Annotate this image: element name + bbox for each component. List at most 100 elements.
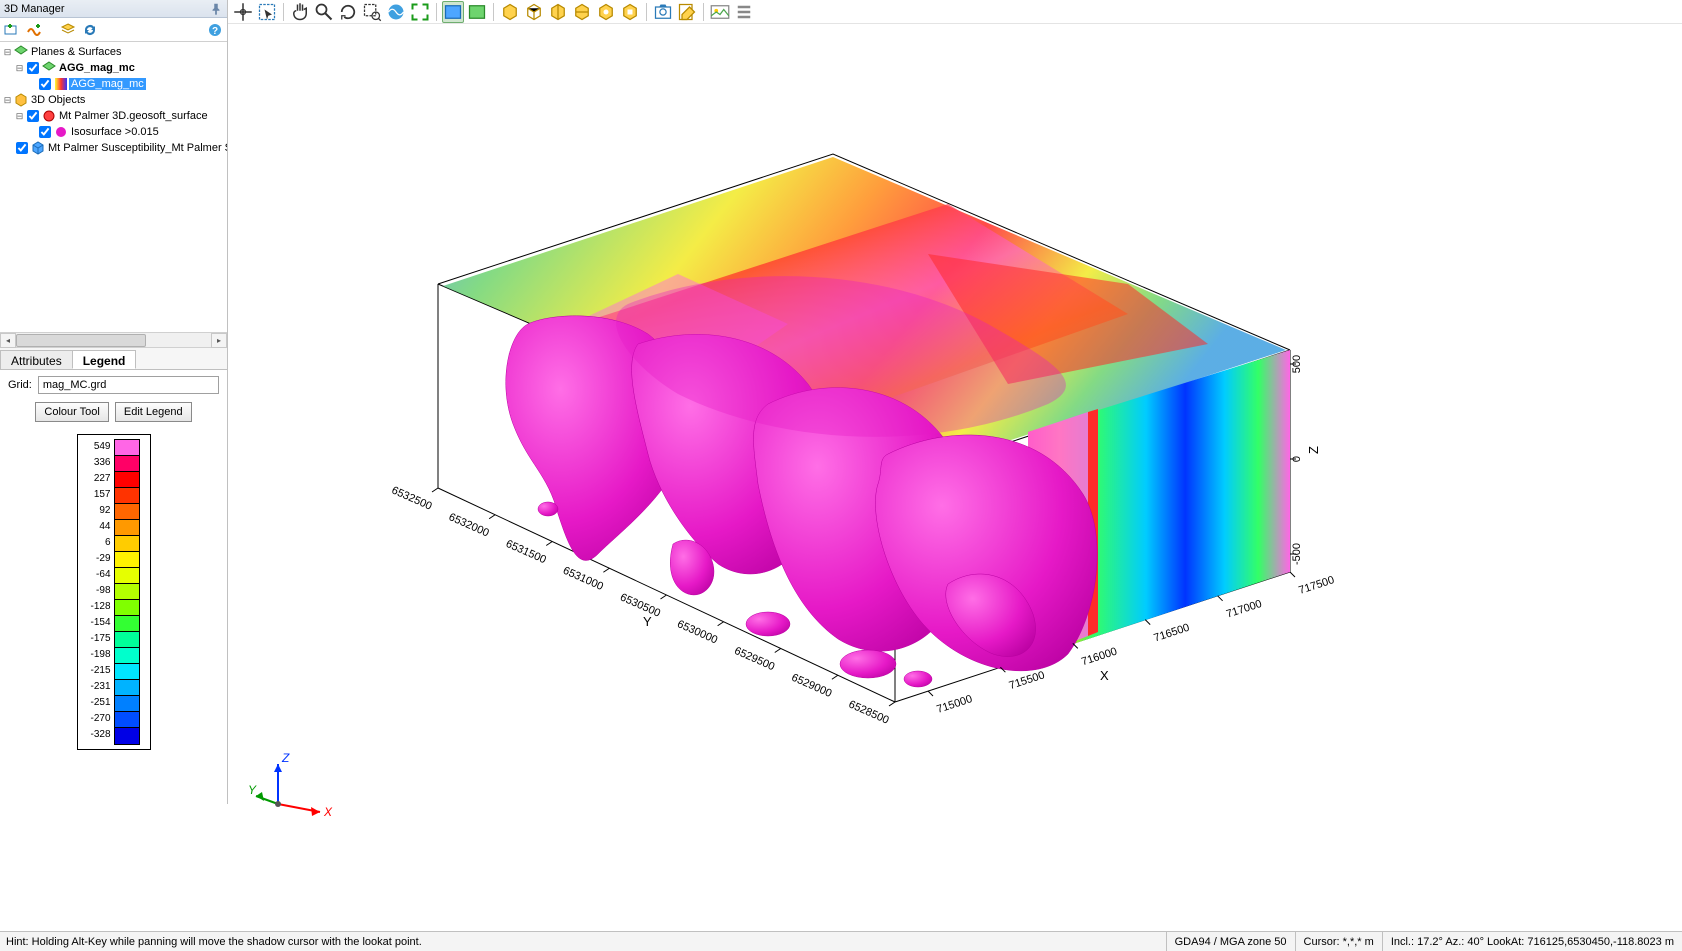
collapse-icon[interactable]: ⊟: [2, 47, 13, 58]
property-tabs: Attributes Legend: [0, 348, 227, 370]
status-crs: GDA94 / MGA zone 50: [1166, 932, 1295, 951]
image-icon[interactable]: [709, 1, 731, 23]
tree-root-planes[interactable]: ⊟ Planes & Surfaces: [2, 44, 227, 60]
scroll-right-button[interactable]: ▸: [211, 333, 227, 348]
collapse-icon[interactable]: ⊟: [14, 63, 25, 74]
add-surface-icon[interactable]: [26, 22, 42, 38]
axis-triad: Z X Y: [248, 751, 333, 819]
render-mode2-icon[interactable]: [466, 1, 488, 23]
cursor-tool-icon[interactable]: [232, 1, 254, 23]
x-axis-label: X: [1100, 668, 1109, 683]
svg-text:6531500: 6531500: [504, 538, 548, 566]
svg-text:715000: 715000: [935, 693, 974, 716]
svg-text:6531000: 6531000: [561, 565, 605, 593]
scroll-left-button[interactable]: ◂: [0, 333, 16, 348]
box5-icon[interactable]: [595, 1, 617, 23]
add-plane-icon[interactable]: [4, 22, 20, 38]
svg-text:717500: 717500: [1297, 574, 1336, 597]
grid-input[interactable]: [38, 376, 219, 394]
svg-text:6529000: 6529000: [790, 672, 834, 700]
status-view: Incl.: 17.2° Az.: 40° LookAt: 716125,653…: [1382, 932, 1682, 951]
selected-item: AGG_mag_mc: [69, 78, 146, 90]
zoom-extents-icon[interactable]: [385, 1, 407, 23]
panel-title-text: 3D Manager: [4, 3, 65, 15]
svg-text:715500: 715500: [1008, 669, 1047, 692]
layer-tree[interactable]: ⊟ Planes & Surfaces ⊟ AGG_mag_mc AGG_mag…: [0, 42, 227, 332]
snapshot-icon[interactable]: [652, 1, 674, 23]
box4-icon[interactable]: [571, 1, 593, 23]
edit-icon[interactable]: [676, 1, 698, 23]
grid-icon: [53, 76, 69, 92]
box3-icon[interactable]: [547, 1, 569, 23]
pan-icon[interactable]: [289, 1, 311, 23]
status-hint: Hint: Holding Alt-Key while panning will…: [0, 936, 1166, 948]
svg-text:717000: 717000: [1225, 598, 1264, 621]
scroll-thumb[interactable]: [16, 334, 146, 347]
y-axis-label: Y: [643, 614, 652, 629]
svg-text:X: X: [323, 805, 333, 819]
panel-titlebar: 3D Manager: [0, 0, 227, 18]
voxel-icon: [30, 140, 46, 156]
rotate-icon[interactable]: [337, 1, 359, 23]
render-mode1-icon[interactable]: [442, 1, 464, 23]
svg-text:6528500: 6528500: [847, 698, 891, 726]
iso-icon: [53, 124, 69, 140]
svg-text:6530500: 6530500: [618, 591, 662, 619]
panel-toolbar: ?: [0, 18, 227, 42]
list-icon[interactable]: [733, 1, 755, 23]
visibility-checkbox[interactable]: [16, 142, 28, 154]
tree-item-iso[interactable]: Isosurface >0.015: [2, 124, 227, 140]
select-box-icon[interactable]: [256, 1, 278, 23]
planes-icon: [13, 44, 29, 60]
viewport-3d[interactable]: 6532500 6532000 6531500 6531000 6530500 65300…: [228, 24, 1682, 931]
svg-text:0: 0: [1291, 456, 1303, 462]
tree-scrollbar[interactable]: ◂ ▸: [0, 332, 227, 348]
refresh-icon[interactable]: [82, 22, 98, 38]
layer-icon[interactable]: [60, 22, 76, 38]
visibility-checkbox[interactable]: [39, 78, 51, 90]
box6-icon[interactable]: [619, 1, 641, 23]
visibility-checkbox[interactable]: [27, 110, 39, 122]
zoom-icon[interactable]: [313, 1, 335, 23]
svg-text:716000: 716000: [1080, 645, 1119, 668]
status-cursor: Cursor: *,*,* m: [1295, 932, 1382, 951]
grid-label: Grid:: [8, 379, 32, 391]
tree-item-susc[interactable]: Mt Palmer Susceptibility_Mt Palmer Sus: [2, 140, 227, 156]
svg-text:?: ?: [212, 26, 218, 37]
tree-item-agg-child[interactable]: AGG_mag_mc: [2, 76, 227, 92]
colour-bar-values: 54933622715792446-29-64-98-128-154-175-1…: [80, 439, 114, 745]
edit-legend-button[interactable]: Edit Legend: [115, 402, 192, 422]
colour-bar-swatches: [114, 439, 140, 745]
visibility-checkbox[interactable]: [27, 62, 39, 74]
svg-text:Y: Y: [248, 783, 257, 797]
svg-text:6530000: 6530000: [675, 618, 719, 646]
tab-attributes[interactable]: Attributes: [0, 350, 73, 369]
box2-icon[interactable]: [523, 1, 545, 23]
svg-text:6532000: 6532000: [447, 511, 491, 539]
surface-icon: [41, 60, 57, 76]
pin-icon[interactable]: [209, 2, 223, 16]
tree-item-mtpalmer[interactable]: ⊟ Mt Palmer 3D.geosoft_surface: [2, 108, 227, 124]
viewport-toolbar: [228, 0, 1682, 24]
z-axis-ticks: 5000-500: [1290, 355, 1303, 565]
legend-pane: Grid: Colour Tool Edit Legend 5493362271…: [0, 370, 227, 756]
zoom-box-icon[interactable]: [361, 1, 383, 23]
collapse-icon[interactable]: ⊟: [2, 95, 13, 106]
tree-root-objects[interactable]: ⊟ 3D Objects: [2, 92, 227, 108]
svg-text:-500: -500: [1291, 543, 1303, 565]
status-bar: Hint: Holding Alt-Key while panning will…: [0, 931, 1682, 951]
svg-text:716500: 716500: [1152, 622, 1191, 645]
tab-legend[interactable]: Legend: [72, 350, 137, 369]
help-icon[interactable]: ?: [207, 22, 223, 38]
collapse-icon[interactable]: ⊟: [14, 111, 25, 122]
box1-icon[interactable]: [499, 1, 521, 23]
manager-panel: 3D Manager ? ⊟ Planes & Surfaces ⊟ AGG_m…: [0, 0, 228, 804]
tree-item-agg[interactable]: ⊟ AGG_mag_mc: [2, 60, 227, 76]
colour-bar: 54933622715792446-29-64-98-128-154-175-1…: [77, 434, 151, 750]
geosurface-icon: [41, 108, 57, 124]
fit-icon[interactable]: [409, 1, 431, 23]
svg-text:6532500: 6532500: [390, 484, 434, 512]
colour-tool-button[interactable]: Colour Tool: [35, 402, 108, 422]
visibility-checkbox[interactable]: [39, 126, 51, 138]
svg-text:Z: Z: [281, 751, 290, 765]
